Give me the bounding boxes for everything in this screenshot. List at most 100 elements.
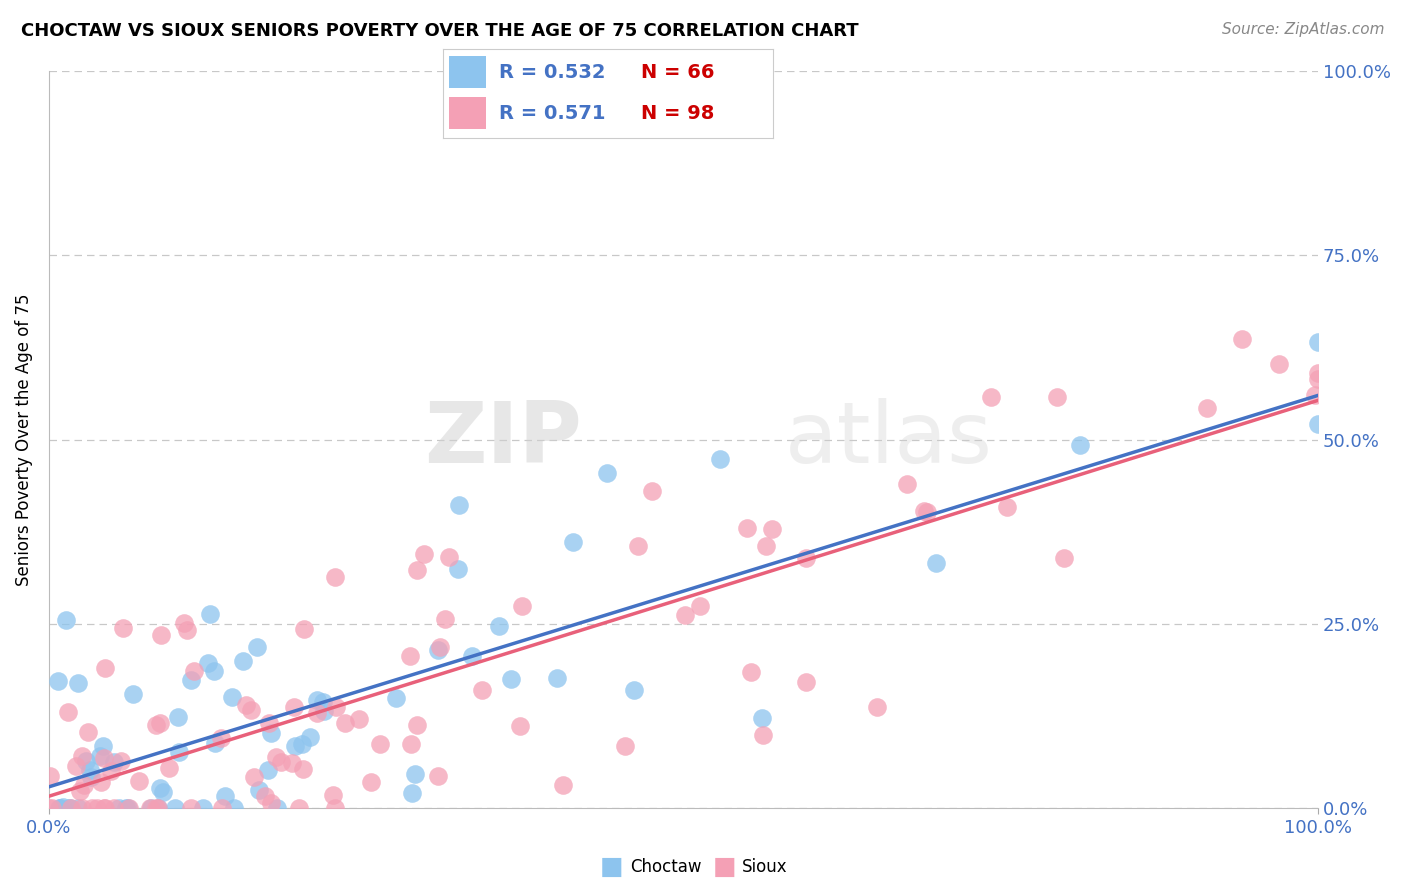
Point bbox=[384, 690, 406, 705]
Point bbox=[641, 483, 664, 498]
Text: ■: ■ bbox=[713, 855, 735, 879]
Point bbox=[1303, 388, 1326, 402]
Point bbox=[1267, 358, 1289, 372]
Point bbox=[291, 737, 314, 751]
Point bbox=[90, 774, 112, 789]
Point bbox=[709, 452, 731, 467]
Text: Source: ZipAtlas.com: Source: ZipAtlas.com bbox=[1222, 22, 1385, 37]
Point bbox=[55, 613, 77, 627]
Point bbox=[256, 763, 278, 777]
Point bbox=[305, 706, 328, 720]
Point bbox=[197, 656, 219, 670]
Point bbox=[260, 797, 283, 811]
Point bbox=[912, 504, 935, 518]
Point bbox=[41, 801, 63, 815]
Point bbox=[93, 801, 115, 815]
Point bbox=[103, 755, 125, 769]
Point bbox=[471, 682, 494, 697]
Point bbox=[260, 726, 283, 740]
Point bbox=[204, 736, 226, 750]
Point bbox=[173, 616, 195, 631]
Point bbox=[221, 690, 243, 704]
Point bbox=[93, 751, 115, 765]
Point bbox=[94, 801, 117, 815]
Point bbox=[167, 710, 190, 724]
Point bbox=[980, 390, 1002, 404]
Point bbox=[925, 556, 948, 570]
Point bbox=[59, 801, 82, 815]
Point bbox=[613, 739, 636, 753]
Point bbox=[232, 654, 254, 668]
Point bbox=[91, 739, 114, 754]
Point bbox=[915, 505, 938, 519]
Point bbox=[761, 522, 783, 536]
Point bbox=[58, 801, 80, 815]
Point bbox=[75, 754, 97, 768]
Point bbox=[60, 801, 83, 815]
Point bbox=[79, 763, 101, 777]
Point bbox=[73, 778, 96, 792]
Point bbox=[740, 665, 762, 680]
Point bbox=[325, 700, 347, 714]
Point bbox=[89, 748, 111, 763]
Point bbox=[108, 801, 131, 815]
Point bbox=[995, 500, 1018, 515]
Point bbox=[509, 719, 531, 733]
Point bbox=[180, 801, 202, 815]
Point bbox=[360, 774, 382, 789]
Bar bbox=[450, 97, 486, 129]
Point bbox=[866, 700, 889, 714]
Point bbox=[246, 640, 269, 654]
Point bbox=[325, 570, 347, 584]
Point bbox=[673, 607, 696, 622]
Text: N = 66: N = 66 bbox=[641, 62, 714, 82]
Point bbox=[412, 547, 434, 561]
Point bbox=[100, 764, 122, 778]
Point bbox=[145, 801, 167, 815]
Point bbox=[499, 672, 522, 686]
Point bbox=[447, 562, 470, 576]
Point bbox=[312, 704, 335, 718]
Point bbox=[198, 607, 221, 621]
Point bbox=[82, 801, 104, 815]
Point bbox=[437, 549, 460, 564]
Point bbox=[191, 801, 214, 815]
Point bbox=[284, 739, 307, 754]
Text: N = 98: N = 98 bbox=[641, 103, 714, 123]
Point bbox=[152, 784, 174, 798]
Point bbox=[595, 466, 617, 480]
Point bbox=[165, 801, 187, 815]
Text: ■: ■ bbox=[600, 855, 623, 879]
Point bbox=[247, 782, 270, 797]
Point bbox=[323, 801, 346, 815]
Point bbox=[270, 755, 292, 769]
Point bbox=[426, 769, 449, 783]
Point bbox=[49, 801, 72, 815]
Point bbox=[48, 801, 70, 815]
Point bbox=[240, 703, 263, 717]
Point bbox=[281, 756, 304, 770]
Point bbox=[224, 801, 246, 815]
Point bbox=[299, 731, 322, 745]
Point bbox=[266, 801, 288, 815]
Text: Choctaw: Choctaw bbox=[630, 858, 702, 876]
Point bbox=[70, 749, 93, 764]
Point bbox=[1230, 332, 1253, 346]
Text: Sioux: Sioux bbox=[742, 858, 787, 876]
Point bbox=[1195, 401, 1218, 415]
Point bbox=[1053, 551, 1076, 566]
Point bbox=[146, 801, 169, 815]
Point bbox=[1308, 334, 1330, 349]
Point bbox=[1308, 372, 1330, 386]
Point bbox=[243, 770, 266, 784]
Bar bbox=[450, 56, 486, 88]
Point bbox=[488, 618, 510, 632]
Point bbox=[333, 716, 356, 731]
Point bbox=[253, 789, 276, 804]
Point bbox=[77, 725, 100, 739]
Point bbox=[149, 781, 172, 796]
Point bbox=[406, 563, 429, 577]
Point bbox=[149, 716, 172, 731]
Point bbox=[183, 665, 205, 679]
Point bbox=[398, 649, 420, 664]
